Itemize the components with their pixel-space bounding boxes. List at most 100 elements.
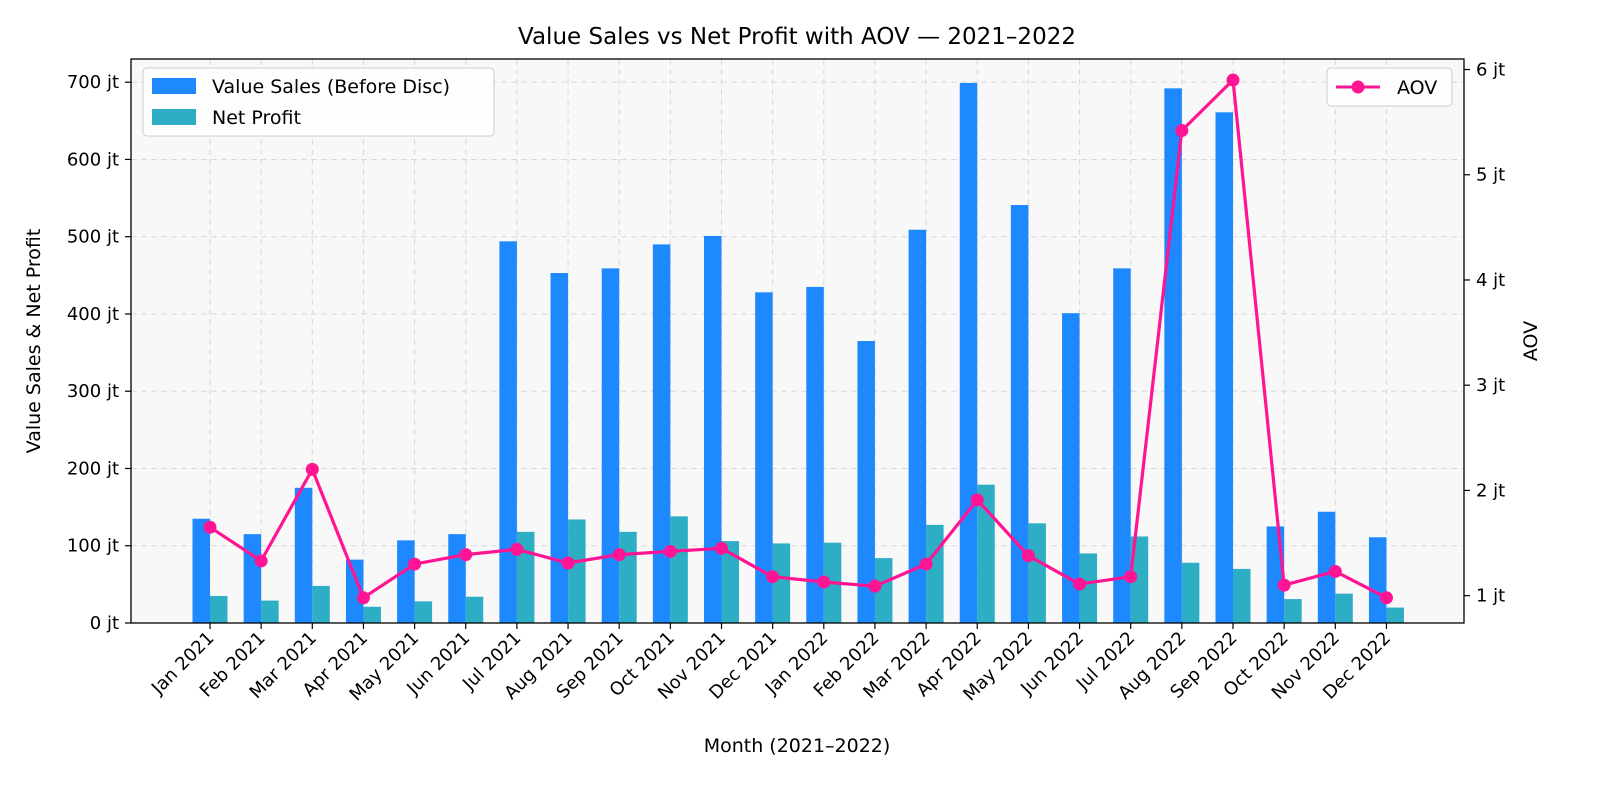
bar-value-sales [397, 540, 415, 623]
legend-label-net-profit: Net Profit [212, 107, 301, 129]
bar-net-profit [721, 541, 739, 623]
bar-value-sales [601, 268, 620, 623]
legend-swatch-net-profit [152, 109, 196, 125]
legend-line: AOV [1326, 67, 1453, 107]
plot-frame [130, 58, 1465, 624]
y-tick-label: 100 jt [67, 536, 119, 557]
y-tick-label: 500 jt [67, 227, 119, 248]
bar-net-profit [261, 600, 279, 623]
bar-net-profit [1284, 599, 1302, 623]
bar-value-sales [806, 286, 824, 623]
aov-point [715, 541, 728, 555]
bar-value-sales [1164, 88, 1182, 624]
y2-tick-label: 4 jt [1476, 270, 1505, 291]
legend-swatch-value-sales [152, 78, 196, 94]
bar-net-profit [1335, 593, 1353, 623]
bar-value-sales [345, 559, 364, 623]
aov-point [561, 556, 575, 570]
y2-tick-label: 1 jt [1476, 586, 1505, 607]
bar-net-profit [772, 543, 791, 623]
aov-point [919, 557, 933, 571]
bar-net-profit [312, 585, 330, 623]
legend-label-aov: AOV [1397, 77, 1437, 99]
aov-line [209, 78, 1388, 600]
aov-point [510, 542, 524, 556]
legend-marker-aov [1351, 80, 1365, 94]
bar-net-profit [1233, 568, 1251, 623]
bar-value-sales [1113, 268, 1131, 623]
bar-value-sales [1062, 313, 1080, 623]
aov-point [1328, 564, 1342, 578]
bar-value-sales [857, 341, 875, 623]
aov-point [408, 557, 422, 571]
bar-value-sales [1010, 205, 1029, 623]
chart-title: Value Sales vs Net Profit with AOV — 202… [518, 24, 1076, 50]
bar-value-sales [959, 82, 978, 623]
x-axis-title: Month (2021–2022) [704, 735, 891, 757]
aov-point [1379, 591, 1393, 605]
y-tick-label: 400 jt [67, 304, 119, 325]
bar-net-profit [1079, 553, 1098, 623]
aov-point [356, 591, 370, 605]
bar-net-profit [516, 531, 535, 623]
bar-net-profit [926, 524, 944, 623]
aov-point [459, 548, 473, 562]
bar-net-profit [874, 558, 893, 623]
bar-value-sales [294, 487, 313, 623]
legend-bars: Value Sales (Before Disc) Net Profit [142, 67, 495, 137]
bar-net-profit [1181, 562, 1200, 623]
plot-area [131, 59, 1464, 623]
aov-point [305, 462, 319, 476]
y2-tick-label: 3 jt [1476, 375, 1505, 396]
right-y-axis: 1 jt 2 jt 3 jt 4 jt 5 jt 6 jt [1464, 60, 1505, 607]
legend-label-value-sales: Value Sales (Before Disc) [212, 76, 450, 98]
bar-net-profit [210, 595, 228, 623]
bar-net-profit [670, 516, 688, 623]
bar-value-sales [448, 534, 466, 623]
bar-value-sales [550, 273, 569, 623]
y2-axis-title: AOV [1520, 321, 1542, 361]
aov-point [1021, 549, 1035, 563]
aov-point [1124, 570, 1138, 584]
bar-value-sales [1368, 537, 1387, 623]
aov-point [1073, 577, 1087, 591]
bar-net-profit [977, 484, 995, 623]
aov-point [203, 520, 217, 534]
aov-point [1277, 578, 1291, 592]
y-tick-label: 600 jt [67, 149, 119, 170]
bar-value-sales [908, 229, 927, 623]
y-axis-title: Value Sales & Net Profit [23, 229, 45, 454]
aov-point [1175, 124, 1189, 138]
aov-point [663, 544, 677, 558]
y-tick-label: 700 jt [67, 72, 119, 93]
bar-value-sales [755, 292, 773, 623]
bar-net-profit [363, 606, 381, 623]
y-tick-label: 0 jt [90, 613, 119, 634]
bars [192, 82, 1404, 624]
bar-net-profit [568, 519, 586, 623]
bar-net-profit [1130, 536, 1149, 623]
y2-tick-label: 5 jt [1476, 165, 1505, 186]
bar-value-sales [652, 244, 671, 623]
aov-point [612, 548, 626, 562]
bar-net-profit [465, 596, 484, 623]
bar-value-sales [192, 518, 210, 623]
bar-value-sales [243, 534, 262, 623]
y-tick-label: 300 jt [67, 381, 119, 402]
y2-tick-label: 6 jt [1476, 60, 1505, 81]
bar-net-profit [1386, 607, 1404, 623]
bar-net-profit [414, 601, 433, 623]
aov-point [817, 575, 831, 589]
aov-line-layer [203, 73, 1393, 605]
bar-value-sales [1215, 112, 1233, 624]
aov-point [970, 493, 984, 507]
bar-value-sales [704, 235, 722, 623]
aov-point [766, 570, 780, 584]
bar-value-sales [1317, 511, 1336, 623]
bar-net-profit [619, 531, 637, 623]
left-y-axis: 0 jt 100 jt 200 jt 300 jt 400 jt 500 jt 600 jt… [67, 72, 131, 634]
aov-point [254, 554, 268, 568]
aov-point [1226, 73, 1240, 87]
